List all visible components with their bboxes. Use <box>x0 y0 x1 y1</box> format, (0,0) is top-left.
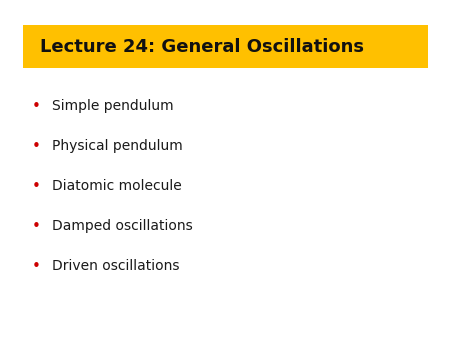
Text: Simple pendulum: Simple pendulum <box>52 99 173 114</box>
Text: Diatomic molecule: Diatomic molecule <box>52 179 181 193</box>
Text: Driven oscillations: Driven oscillations <box>52 259 179 273</box>
Text: Damped oscillations: Damped oscillations <box>52 219 193 233</box>
FancyBboxPatch shape <box>22 25 427 68</box>
Text: Physical pendulum: Physical pendulum <box>52 139 183 153</box>
Text: Lecture 24: General Oscillations: Lecture 24: General Oscillations <box>40 38 365 56</box>
Text: •: • <box>32 259 40 273</box>
Text: •: • <box>32 99 40 114</box>
Text: •: • <box>32 219 40 234</box>
Text: •: • <box>32 139 40 154</box>
Text: •: • <box>32 179 40 194</box>
